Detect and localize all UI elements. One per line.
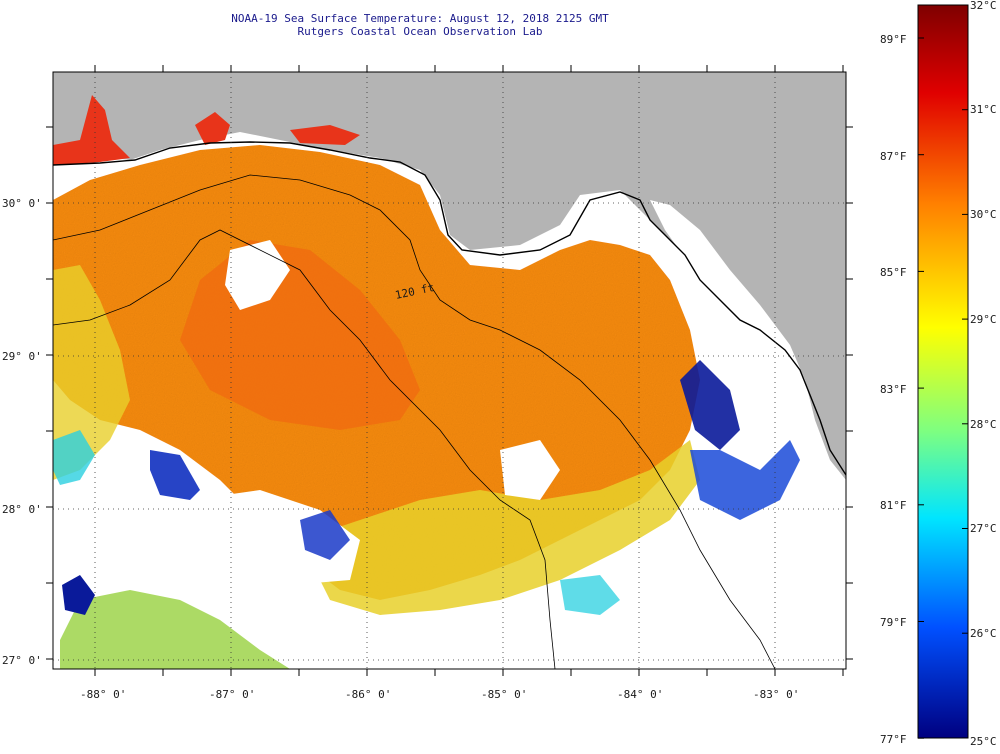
- lon-label: -84° 0': [617, 688, 663, 701]
- sst-cold-edge-east-2: [690, 440, 800, 520]
- colorbar-fahrenheit-label: 77°F: [880, 733, 907, 746]
- map-title: NOAA-19 Sea Surface Temperature: August …: [231, 12, 609, 25]
- coastal-white-strip: [650, 200, 846, 540]
- cloud-patch-central: [225, 240, 290, 310]
- lon-label: -85° 0': [481, 688, 527, 701]
- sst-cold-edge-east: [680, 360, 740, 450]
- isobath-120ft-2: [53, 174, 776, 669]
- cloud-patch-south: [190, 490, 360, 585]
- lon-label: -86° 0': [345, 688, 391, 701]
- colorbar-celsius-label: 27°C: [970, 522, 997, 535]
- cloud-patch-se: [500, 440, 560, 500]
- colorbar-celsius-label: 26°C: [970, 627, 997, 640]
- colorbar-fahrenheit-label: 83°F: [880, 383, 907, 396]
- sst-cyan-band: [53, 430, 95, 485]
- sst-red-bay: [53, 95, 130, 165]
- colorbar-celsius-label: 32°C: [970, 0, 997, 12]
- map-frame: [52, 71, 847, 670]
- lat-label: 28° 0': [2, 503, 42, 516]
- colorbar-celsius-label: 30°C: [970, 208, 997, 221]
- sst-cyan-band-2: [560, 575, 620, 615]
- colorbar-fahrenheit-label: 81°F: [880, 499, 907, 512]
- coastline: [53, 141, 846, 476]
- sst-red-bay-2: [195, 112, 230, 145]
- sst-yellow-west: [53, 265, 130, 480]
- lon-label: -87° 0': [209, 688, 255, 701]
- florida-peninsula-land: [640, 190, 846, 500]
- sst-yellow-south: [300, 440, 700, 615]
- lat-label: 30° 0': [2, 197, 42, 210]
- isobath-120ft: [53, 229, 556, 669]
- sst-red-bay-3: [290, 125, 360, 145]
- colorbar-fahrenheit-label: 87°F: [880, 150, 907, 163]
- graticule: [53, 72, 846, 669]
- colorbar-gradient: [917, 4, 969, 739]
- colorbar-fahrenheit-label: 89°F: [880, 33, 907, 46]
- sst-green-southwest: [60, 590, 290, 669]
- lon-label: -83° 0': [753, 688, 799, 701]
- lon-label: -88° 0': [80, 688, 126, 701]
- colorbar-fahrenheit-label: 79°F: [880, 616, 907, 629]
- sst-cold-edge-south: [300, 510, 350, 560]
- lat-label: 27° 0': [2, 654, 42, 667]
- sst-cold-edge-sw: [62, 575, 95, 615]
- colorbar-fahrenheit-label: 85°F: [880, 266, 907, 279]
- colorbar-celsius-label: 29°C: [970, 313, 997, 326]
- colorbar-celsius-label: 31°C: [970, 103, 997, 116]
- colorbar-celsius-label: 25°C: [970, 735, 997, 748]
- sst-cold-edge-west: [150, 450, 200, 500]
- map-subtitle: Rutgers Coastal Ocean Observation Lab: [297, 25, 543, 38]
- colorbar-celsius-label: 28°C: [970, 418, 997, 431]
- lat-label: 29° 0': [2, 350, 42, 363]
